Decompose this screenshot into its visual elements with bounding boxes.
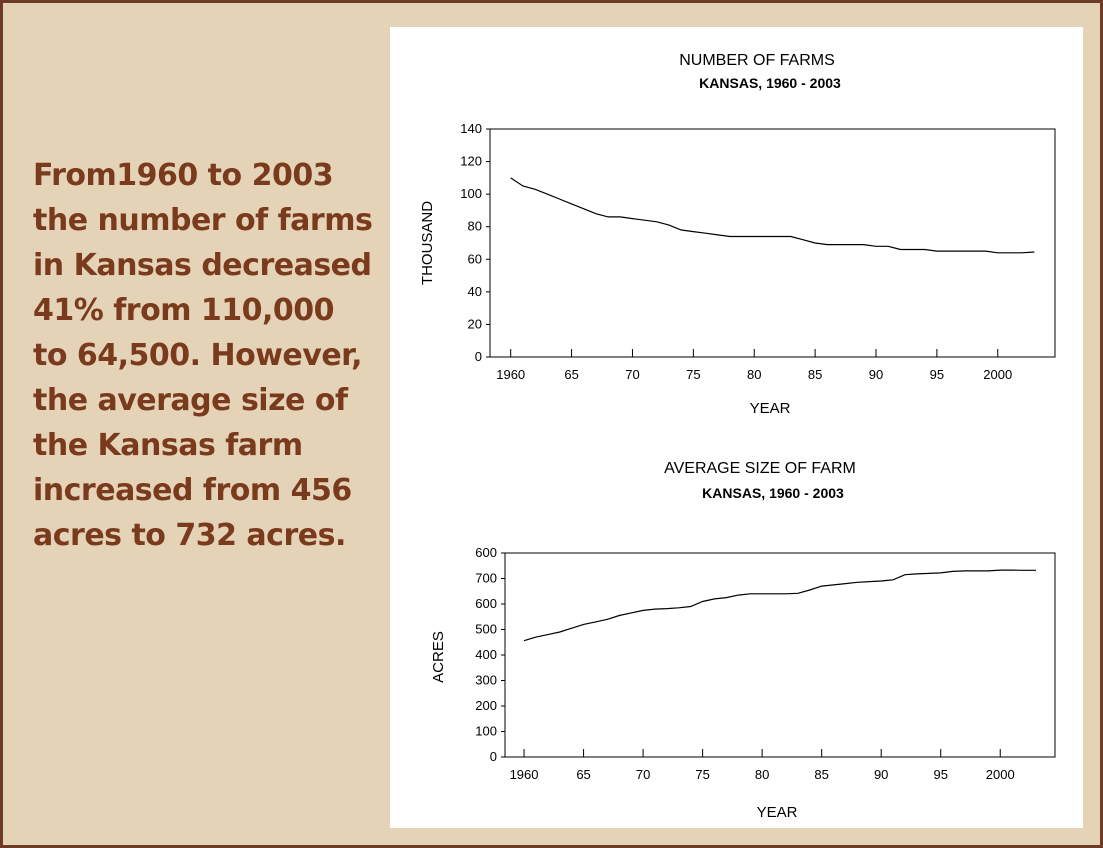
x-tick-label: 85 xyxy=(814,767,828,782)
chart-subtitle: KANSAS, 1960 - 2003 xyxy=(699,75,841,91)
x-tick-label: 75 xyxy=(695,767,709,782)
x-tick-label: 80 xyxy=(755,767,769,782)
y-tick-label: 100 xyxy=(460,186,482,201)
x-tick-label: 75 xyxy=(686,367,700,382)
x-tick-label: 65 xyxy=(564,367,578,382)
x-tick-label: 95 xyxy=(933,767,947,782)
x-tick-label: 85 xyxy=(808,367,822,382)
y-tick-label: 100 xyxy=(475,724,497,739)
x-tick-label: 1960 xyxy=(496,367,525,382)
x-axis-label: YEAR xyxy=(750,400,791,417)
slide: From1960 to 2003the number of farmsin Ka… xyxy=(0,0,1103,848)
x-tick-label: 65 xyxy=(576,767,590,782)
chart-title: AVERAGE SIZE OF FARM xyxy=(664,460,856,477)
x-tick-label: 70 xyxy=(625,367,639,382)
y-tick-label: 700 xyxy=(475,571,497,586)
y-axis-label: ACRES xyxy=(430,631,447,683)
x-tick-label: 80 xyxy=(747,367,761,382)
chart-subtitle: KANSAS, 1960 - 2003 xyxy=(702,485,844,501)
y-tick-label: 120 xyxy=(460,154,482,169)
x-tick-label: 70 xyxy=(636,767,650,782)
y-tick-label: 0 xyxy=(475,349,482,364)
y-tick-label: 80 xyxy=(468,219,482,234)
y-tick-label: 40 xyxy=(468,284,482,299)
y-tick-label: 600 xyxy=(475,596,497,611)
x-tick-label: 2000 xyxy=(986,767,1015,782)
y-tick-label: 600 xyxy=(475,545,497,560)
x-tick-label: 90 xyxy=(874,767,888,782)
charts: NUMBER OF FARMS KANSAS, 1960 - 2003 YEAR TH… xyxy=(3,3,1100,845)
x-tick-label: 2000 xyxy=(983,367,1012,382)
y-tick-label: 200 xyxy=(475,698,497,713)
y-tick-label: 500 xyxy=(475,622,497,637)
chart-title: NUMBER OF FARMS xyxy=(679,52,835,69)
x-tick-label: 90 xyxy=(869,367,883,382)
x-tick-label: 1960 xyxy=(510,767,539,782)
x-axis-label: YEAR xyxy=(757,804,798,821)
y-tick-label: 140 xyxy=(460,121,482,136)
y-axis-label: THOUSAND xyxy=(419,201,436,285)
y-tick-label: 20 xyxy=(468,316,482,331)
x-tick-label: 95 xyxy=(930,367,944,382)
y-tick-label: 400 xyxy=(475,647,497,662)
y-tick-label: 0 xyxy=(490,749,497,764)
y-tick-label: 60 xyxy=(468,251,482,266)
y-tick-label: 300 xyxy=(475,673,497,688)
